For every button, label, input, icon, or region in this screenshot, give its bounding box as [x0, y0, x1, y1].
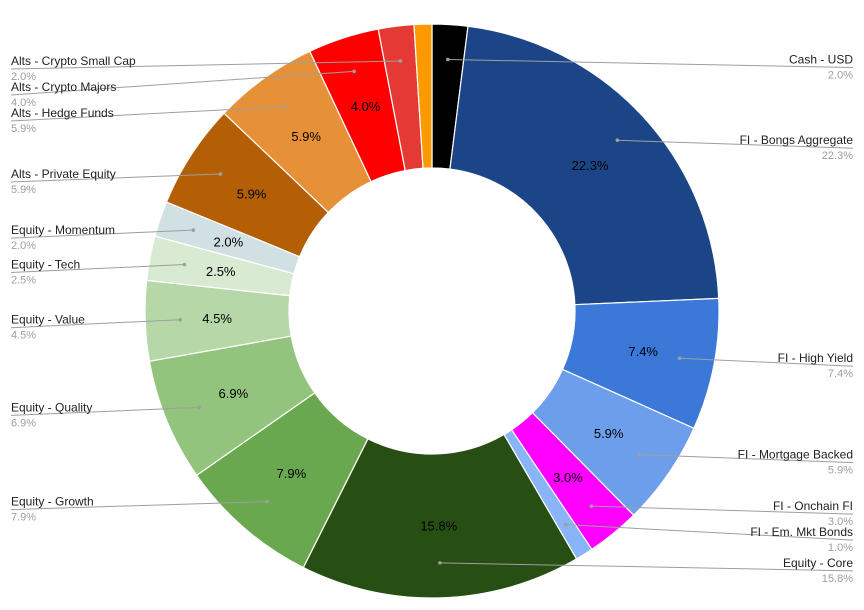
- leader-dot: [282, 104, 287, 109]
- leader-dot: [265, 499, 269, 504]
- category-label: Cash - USD: [789, 52, 853, 66]
- leader-line: [10, 60, 401, 70]
- category-label: Alts - Crypto Small Cap: [11, 54, 136, 68]
- leader-dot: [563, 522, 568, 527]
- category-percent-label: 4.5%: [11, 330, 36, 342]
- slice-value-label: 7.9%: [277, 466, 307, 481]
- category-percent-label: 5.9%: [11, 123, 36, 135]
- category-label: FI - Onchain FI: [773, 499, 853, 513]
- leader-line: [10, 501, 268, 511]
- slice-value-label: 22.3%: [572, 158, 609, 173]
- category-label: Equity - Quality: [11, 400, 92, 414]
- category-label: Alts - Hedge Funds: [11, 106, 114, 120]
- leader-dot: [398, 59, 403, 63]
- side-labels: Cash - USD 2.0% FI - Bongs Aggregate 22.3% F…: [11, 52, 853, 584]
- leader-lines: [10, 57, 854, 572]
- category-label: Equity - Growth: [11, 495, 94, 509]
- category-label: FI - Mortgage Backed: [738, 448, 853, 462]
- category-percent-label: 4.0%: [11, 97, 36, 109]
- category-label: Equity - Core: [783, 556, 853, 570]
- leader-line: [679, 357, 854, 367]
- category-percent-label: 2.5%: [11, 275, 36, 287]
- leader-line: [439, 562, 854, 572]
- leader-dot: [182, 262, 187, 267]
- leader-dot: [438, 561, 442, 565]
- category-label: Equity - Tech: [11, 258, 80, 272]
- category-percent-label: 5.9%: [11, 184, 36, 196]
- leader-dot: [637, 452, 641, 457]
- slice-equity-core: [302, 433, 578, 599]
- category-label: FI - High Yield: [778, 351, 853, 365]
- leader-dot: [615, 138, 620, 143]
- category-percent-label: 7.9%: [11, 512, 36, 524]
- leader-dot: [677, 356, 682, 361]
- leader-line: [10, 406, 200, 416]
- category-percent-label: 2.0%: [828, 69, 853, 81]
- category-percent-label: 15.8%: [822, 573, 853, 585]
- slice-value-label: 5.9%: [291, 129, 321, 144]
- leader-line: [10, 70, 355, 96]
- category-percent-label: 7.4%: [828, 368, 853, 380]
- slice-percent-labels: 22.3% 7.4% 5.9% 3.0% 15.8% 7.9% 6.9% 4.5% 2.5% 2.…: [202, 99, 658, 533]
- category-label: Alts - Crypto Majors: [11, 80, 116, 94]
- category-percent-label: 2.0%: [11, 71, 36, 83]
- leader-line: [10, 264, 185, 274]
- category-label: Equity - Momentum: [11, 223, 115, 237]
- category-label: Alts - Private Equity: [11, 167, 116, 181]
- slice-value-label: 15.8%: [420, 518, 457, 533]
- slice-value-label: 2.5%: [206, 264, 236, 279]
- leader-line: [10, 106, 285, 122]
- category-percent-label: 6.9%: [11, 417, 36, 429]
- donut-slices: [144, 23, 720, 599]
- slice-value-label: 6.9%: [219, 386, 249, 401]
- slice-unlabeled: [413, 23, 433, 169]
- leader-line: [591, 505, 854, 515]
- leader-dot: [218, 172, 223, 176]
- slice-value-label: 4.5%: [202, 311, 232, 326]
- slice-value-label: 5.9%: [237, 187, 267, 202]
- category-percent-label: 1.0%: [828, 542, 853, 554]
- category-label: FI - Em. Mkt Bonds: [750, 525, 853, 539]
- leader-dot: [191, 228, 196, 232]
- leader-dot: [589, 504, 594, 508]
- slice-value-label: 7.4%: [628, 344, 658, 359]
- leader-line: [565, 524, 854, 541]
- leader-dot: [446, 57, 450, 62]
- leader-line: [10, 229, 194, 239]
- category-percent-label: 3.0%: [828, 516, 853, 528]
- leader-dot: [197, 405, 201, 410]
- slice-value-label: 4.0%: [351, 99, 381, 114]
- leader-dot: [178, 317, 182, 322]
- leader-line: [10, 319, 181, 329]
- slice-value-label: 3.0%: [553, 470, 583, 485]
- category-percent-label: 5.9%: [828, 465, 853, 477]
- slice-fi-bongs-aggregate: [449, 25, 720, 306]
- category-label: Equity - Value: [11, 313, 85, 327]
- leader-line: [639, 454, 854, 464]
- leader-line: [10, 173, 221, 183]
- leader-line: [617, 139, 854, 149]
- category-label: FI - Bongs Aggregate: [740, 133, 854, 147]
- category-percent-label: 22.3%: [822, 150, 853, 162]
- slice-value-label: 2.0%: [214, 234, 244, 249]
- leader-dot: [352, 69, 356, 74]
- leader-line: [447, 58, 854, 68]
- slice-value-label: 5.9%: [594, 426, 624, 441]
- category-percent-label: 2.0%: [11, 240, 36, 252]
